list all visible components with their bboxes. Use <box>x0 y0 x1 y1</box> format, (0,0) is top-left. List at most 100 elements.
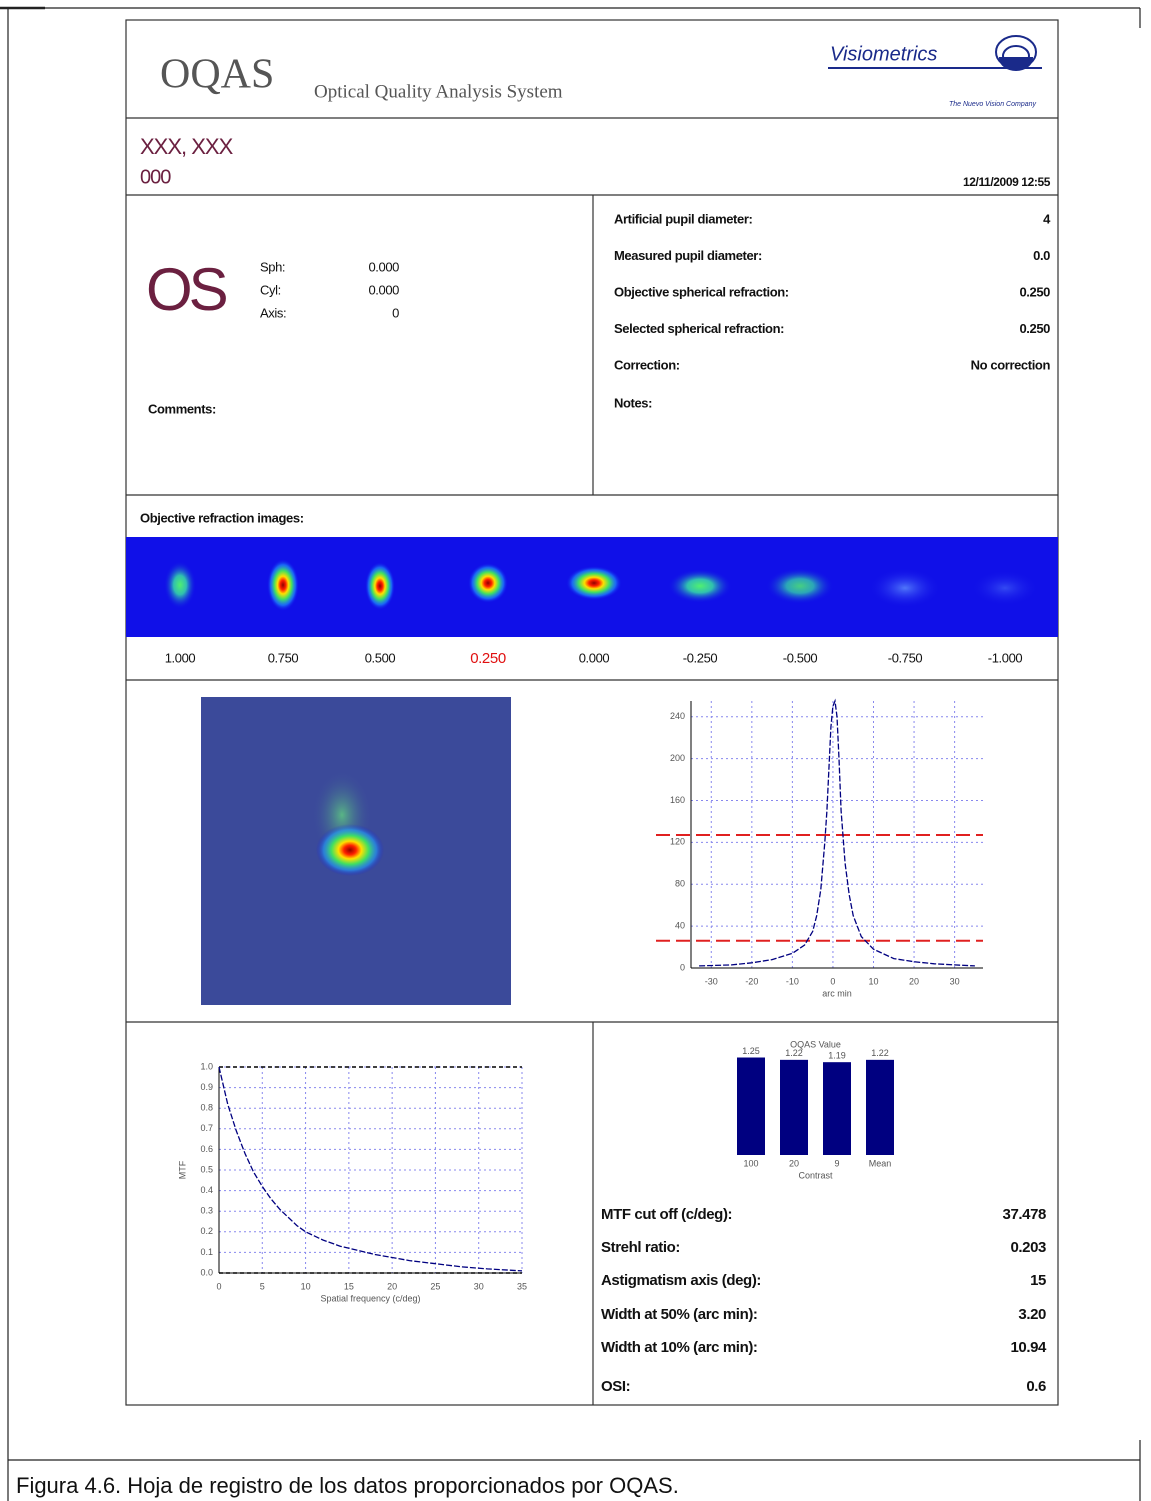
y-tick-label: 0.9 <box>200 1082 213 1092</box>
image-label: -1.000 <box>988 650 1023 665</box>
x-tick-label: 0 <box>830 976 835 986</box>
measurement-label: Correction: <box>614 357 680 372</box>
refraction-value: 0 <box>392 305 399 320</box>
y-tick-label: 0.2 <box>200 1226 213 1236</box>
x-tick-label: 100 <box>743 1158 758 1168</box>
x-tick-label: 20 <box>909 976 919 986</box>
data-line <box>219 1067 522 1271</box>
y-tick-label: 0.6 <box>200 1144 213 1154</box>
stat-label: Strehl ratio: <box>601 1239 680 1256</box>
value-label: 1.22 <box>871 1048 889 1058</box>
exam-date: 12/11/2009 12:55 <box>963 175 1051 189</box>
x-tick-label: -20 <box>745 976 758 986</box>
stat-label: Astigmatism axis (deg): <box>601 1272 761 1289</box>
images-title: Objective refraction images: <box>140 510 304 525</box>
refraction-value: 0.000 <box>368 282 399 297</box>
y-tick-label: 0.0 <box>200 1267 213 1277</box>
x-tick-label: 10 <box>868 976 878 986</box>
refraction-strip <box>126 537 1058 637</box>
psf-image <box>201 697 511 1005</box>
eye-label: OS <box>146 256 227 323</box>
stat-value: 0.6 <box>1026 1378 1046 1395</box>
measurement-label: Measured pupil diameter: <box>614 248 762 263</box>
stat-label: Width at 10% (arc min): <box>601 1339 758 1356</box>
x-tick-label: 30 <box>474 1281 484 1291</box>
y-tick-label: 240 <box>670 711 685 721</box>
stat-label: MTF cut off (c/deg): <box>601 1206 732 1223</box>
report-subtitle: Optical Quality Analysis System <box>314 81 563 102</box>
bar <box>823 1062 851 1155</box>
measurement-value: 4 <box>1043 211 1051 226</box>
y-tick-label: 0 <box>680 962 685 972</box>
report-title: OQAS <box>160 52 274 98</box>
x-tick-label: 35 <box>517 1281 527 1291</box>
value-label: 1.22 <box>785 1048 803 1058</box>
stat-value: 15 <box>1030 1272 1046 1289</box>
y-tick-label: 1.0 <box>200 1061 213 1071</box>
x-tick-label: 30 <box>950 976 960 986</box>
y-tick-label: 160 <box>670 795 685 805</box>
bar <box>780 1060 808 1155</box>
y-tick-label: 0.8 <box>200 1103 213 1113</box>
x-tick-label: 5 <box>260 1281 265 1291</box>
image-label: 0.250 <box>470 650 506 667</box>
x-tick-label: -30 <box>705 976 718 986</box>
x-tick-label: 9 <box>834 1158 839 1168</box>
y-tick-label: 40 <box>675 920 685 930</box>
x-tick-label: 20 <box>789 1158 799 1168</box>
measurement-value: 0.250 <box>1019 321 1050 336</box>
logo-text: Visiometrics <box>830 43 937 65</box>
y-tick-label: 0.3 <box>200 1206 213 1216</box>
image-label: -0.250 <box>683 650 718 665</box>
stat-value: 37.478 <box>1003 1206 1047 1223</box>
image-label: 1.000 <box>165 650 196 665</box>
x-tick-label: 0 <box>216 1281 221 1291</box>
measurement-value: 0.250 <box>1019 284 1050 299</box>
x-tick-label: 25 <box>430 1281 440 1291</box>
x-tick-label: 20 <box>387 1281 397 1291</box>
stat-value: 0.203 <box>1010 1239 1046 1256</box>
x-tick-label: Mean <box>869 1158 892 1168</box>
y-tick-label: 0.4 <box>200 1185 213 1195</box>
stat-value: 10.94 <box>1010 1339 1047 1356</box>
y-tick-label: 120 <box>670 837 685 847</box>
measurement-value: 0.0 <box>1033 248 1050 263</box>
comments-label: Comments: <box>148 401 216 416</box>
value-label: 1.19 <box>828 1051 846 1061</box>
stat-label: OSI: <box>601 1378 630 1395</box>
y-axis-label: MTF <box>177 1160 187 1179</box>
refraction-label: Sph: <box>260 259 285 274</box>
y-tick-label: 0.1 <box>200 1247 213 1257</box>
x-axis-label: Spatial frequency (c/deg) <box>320 1293 420 1303</box>
stat-label: Width at 50% (arc min): <box>601 1306 758 1323</box>
bar <box>737 1058 765 1156</box>
x-tick-label: 15 <box>344 1281 354 1291</box>
bar <box>866 1060 894 1155</box>
image-label: 0.000 <box>579 650 610 665</box>
patient-id: 000 <box>140 166 171 188</box>
refraction-label: Axis: <box>260 305 286 320</box>
page-frame <box>0 8 1140 1501</box>
refraction-value: 0.000 <box>368 259 399 274</box>
value-label: 1.25 <box>742 1046 760 1056</box>
x-tick-label: 10 <box>301 1281 311 1291</box>
x-tick-label: -10 <box>786 976 799 986</box>
measurement-value: No correction <box>971 357 1051 372</box>
patient-name: XXX, XXX <box>140 134 234 159</box>
x-axis-label: Contrast <box>798 1170 833 1180</box>
notes-label: Notes: <box>614 395 652 410</box>
y-tick-label: 80 <box>675 879 685 889</box>
y-tick-label: 0.7 <box>200 1123 213 1133</box>
measurement-label: Artificial pupil diameter: <box>614 211 752 226</box>
logo-tagline: The Nuevo Vision Company <box>949 101 1037 108</box>
measurement-label: Objective spherical refraction: <box>614 284 789 299</box>
report-page: OQAS Optical Quality Analysis System Visio… <box>0 0 1151 1501</box>
image-label: 0.500 <box>365 650 396 665</box>
image-label: -0.750 <box>888 650 923 665</box>
x-axis-label: arc min <box>822 988 852 998</box>
y-tick-label: 0.5 <box>200 1164 213 1174</box>
y-tick-label: 200 <box>670 753 685 763</box>
refraction-label: Cyl: <box>260 282 281 297</box>
image-label: -0.500 <box>783 650 818 665</box>
stat-value: 3.20 <box>1018 1306 1046 1323</box>
